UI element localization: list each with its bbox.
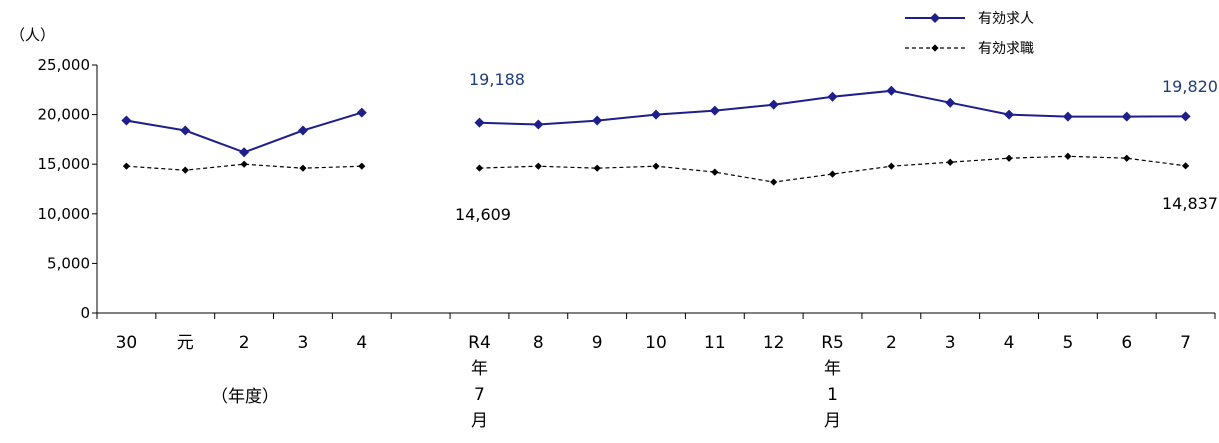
job-seekers-point xyxy=(652,162,660,170)
job-offers-point xyxy=(297,125,308,136)
job-seekers-point xyxy=(534,162,542,170)
x-tick-label: 元 xyxy=(177,333,194,353)
x-tick-label: 3 xyxy=(945,333,956,353)
y-axis: 0 5,000 10,000 15,000 20,000 25,000 xyxy=(38,56,98,322)
y-tick-label: 15,000 xyxy=(38,155,91,173)
job-offers-point xyxy=(1004,109,1015,120)
job-offers-point xyxy=(1121,111,1132,122)
job-offers-point xyxy=(121,115,132,126)
y-tick-label: 25,000 xyxy=(38,56,91,74)
x-tick-label-line: 7 xyxy=(474,385,485,405)
x-tick-label: 7 xyxy=(1180,333,1191,353)
x-tick-label-line: 1 xyxy=(827,385,838,405)
job-seekers-point xyxy=(475,164,484,172)
x-tick-label-line: 年 xyxy=(471,359,488,379)
job-offers-point xyxy=(827,91,838,102)
job-seekers-point xyxy=(1123,154,1131,162)
job-seekers-point xyxy=(1064,152,1072,160)
x-tick-label: 6 xyxy=(1121,333,1132,353)
job-seekers-point xyxy=(1181,162,1190,170)
x-tick-label: 2 xyxy=(239,333,250,353)
job-seekers-point xyxy=(1005,154,1013,162)
job-offers-point xyxy=(651,109,661,120)
x-tick-label: 9 xyxy=(592,333,603,353)
job-offers-point xyxy=(945,97,956,108)
x-tick-label: 4 xyxy=(1004,333,1015,353)
y-tick-label: 10,000 xyxy=(38,205,91,223)
job-offers-line xyxy=(126,111,363,154)
job-seekers-point xyxy=(240,160,248,168)
job-seekers-point xyxy=(887,162,895,170)
data-labels: 19,188 19,820 14,609 14,837 xyxy=(455,70,1218,224)
x-tick-label: 10 xyxy=(645,333,667,353)
year-axis-label: （年度） xyxy=(211,387,279,407)
legend-label: 有効求人 xyxy=(978,11,1034,27)
x-axis: 30 元 2 3 4 R4 年 7 月 8 9 10 11 12 R5 年 1 月 2 3 4 5 6 7 xyxy=(96,312,1216,431)
data-label: 14,837 xyxy=(1162,194,1218,213)
data-label: 14,609 xyxy=(455,205,511,224)
job-offers-point xyxy=(1062,111,1073,122)
x-tick-label: 4 xyxy=(356,333,367,353)
y-tick-label: 5,000 xyxy=(47,254,90,272)
job-offers-point xyxy=(1180,111,1191,122)
job-offers-point xyxy=(592,115,603,126)
x-tick-label: 11 xyxy=(704,333,726,353)
legend-marker xyxy=(930,13,940,23)
job-seekers-line xyxy=(126,163,362,171)
x-tick-label-line: 年 xyxy=(824,359,841,379)
job-seekers-point xyxy=(711,168,719,176)
x-tick-label: 30 xyxy=(116,333,138,353)
job-offers-point xyxy=(180,125,191,136)
y-tick-label: 20,000 xyxy=(38,106,91,124)
job-seekers-point xyxy=(946,158,954,166)
data-label: 19,820 xyxy=(1162,77,1218,96)
job-seekers-point xyxy=(299,164,307,172)
job-offers-point xyxy=(474,117,485,128)
x-tick-label: 8 xyxy=(533,333,544,353)
x-tick-label: R4 xyxy=(468,333,491,353)
data-label: 19,188 xyxy=(469,70,525,89)
job-seekers-point xyxy=(828,170,837,178)
job-offers-point xyxy=(356,107,367,118)
legend-marker xyxy=(931,44,939,52)
x-tick-label: 12 xyxy=(763,333,785,353)
x-tick-label-line: 月 xyxy=(471,411,488,431)
job-seekers-point xyxy=(770,178,778,186)
job-seekers-point xyxy=(181,166,189,174)
job-seekers-line xyxy=(479,155,1186,183)
x-tick-label: 3 xyxy=(298,333,309,353)
y-unit-label: （人） xyxy=(10,26,55,44)
y-tick-label: 0 xyxy=(80,304,90,322)
job-offers-point xyxy=(709,105,720,116)
series-markers xyxy=(121,85,1191,186)
job-offers-point xyxy=(886,85,897,96)
job-seekers-point xyxy=(122,162,131,170)
x-tick-label: 2 xyxy=(886,333,897,353)
job-seekers-point xyxy=(358,162,366,170)
job-offers-point xyxy=(239,147,250,158)
x-tick-label-line: 月 xyxy=(824,411,841,431)
job-offers-point xyxy=(768,99,779,110)
job-offers-point xyxy=(533,119,544,130)
legend-label: 有効求職 xyxy=(978,41,1034,57)
job-seekers-point xyxy=(593,164,601,172)
x-tick-label: 5 xyxy=(1062,333,1073,353)
x-tick-label: R5 xyxy=(821,333,844,353)
